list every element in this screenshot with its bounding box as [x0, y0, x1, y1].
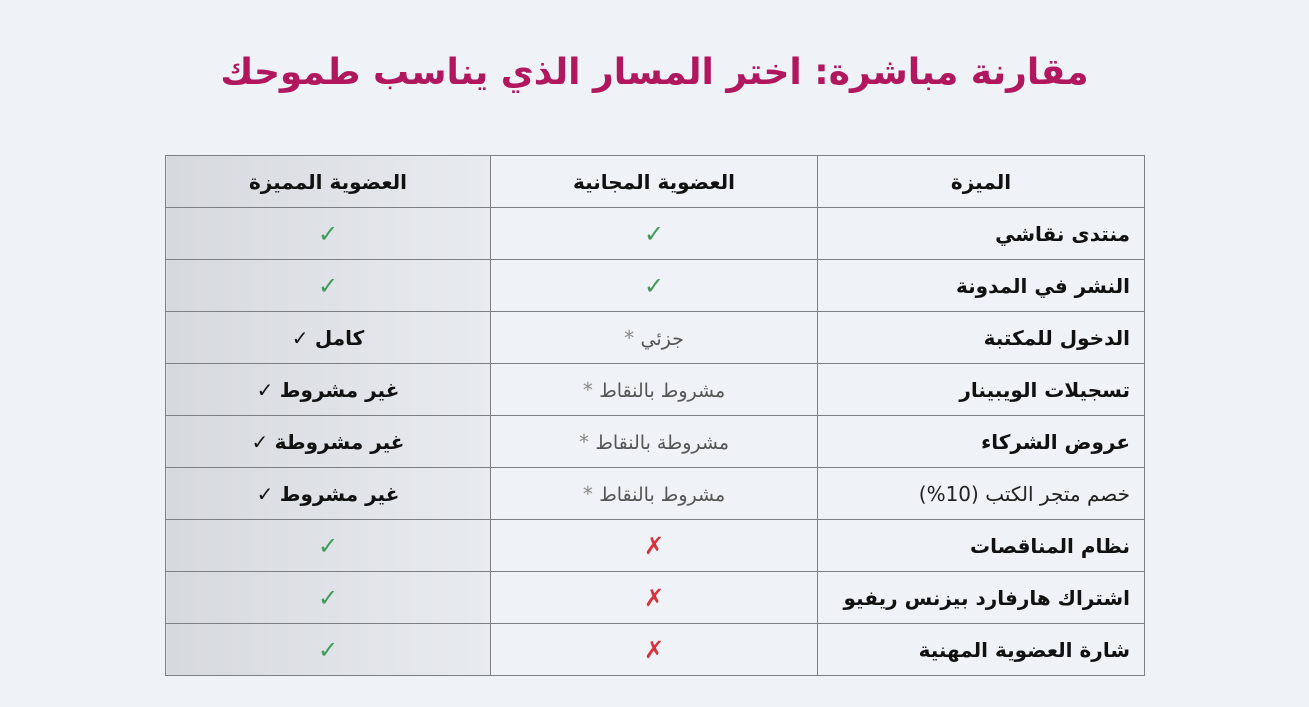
feature-cell: النشر في المدونة — [817, 259, 1145, 312]
table-row: اشتراك هارفارد بيزنس ريفيو ✗ ✓ — [165, 571, 1145, 624]
table-row: النشر في المدونة ✓ ✓ — [165, 259, 1145, 312]
check-icon: ✓ — [317, 531, 339, 560]
free-cell: ✓ — [490, 207, 818, 260]
table-row: الدخول للمكتبة جزئي * كامل ✓ — [165, 311, 1145, 364]
full-text: غير مشروط — [279, 377, 400, 402]
header-row: الميزة العضوية المجانية العضوية المميزة — [165, 155, 1145, 208]
partial-text: مشروط بالنقاط — [599, 379, 726, 402]
feature-cell: تسجيلات الويبينار — [817, 363, 1145, 416]
partial-text: مشروط بالنقاط — [599, 483, 726, 506]
premium-cell: ✓ — [165, 519, 491, 572]
cross-icon: ✗ — [643, 635, 665, 664]
premium-cell: ✓ — [165, 207, 491, 260]
check-icon: ✓ — [291, 325, 309, 350]
free-cell: مشروط بالنقاط * — [490, 467, 818, 520]
free-cell: مشروطة بالنقاط * — [490, 415, 818, 468]
table-row: عروض الشركاء مشروطة بالنقاط * غير مشروطة ✓ — [165, 415, 1145, 468]
cross-icon: ✗ — [643, 531, 665, 560]
asterisk-icon: * — [582, 481, 593, 506]
feature-cell: الدخول للمكتبة — [817, 311, 1145, 364]
feature-cell: اشتراك هارفارد بيزنس ريفيو — [817, 571, 1145, 624]
table-row: منتدى نقاشي ✓ ✓ — [165, 207, 1145, 260]
full-text: كامل — [314, 325, 365, 350]
full-text: غير مشروطة — [274, 429, 405, 454]
check-icon: ✓ — [317, 583, 339, 612]
free-cell: ✗ — [490, 519, 818, 572]
free-cell: ✗ — [490, 571, 818, 624]
feature-cell: نظام المناقصات — [817, 519, 1145, 572]
check-icon: ✓ — [317, 271, 339, 300]
free-cell: مشروط بالنقاط * — [490, 363, 818, 416]
premium-cell: ✓ — [165, 623, 491, 676]
premium-cell: ✓ — [165, 259, 491, 312]
feature-cell: عروض الشركاء — [817, 415, 1145, 468]
free-cell: ✓ — [490, 259, 818, 312]
table-row: شارة العضوية المهنية ✗ ✓ — [165, 623, 1145, 676]
feature-cell: منتدى نقاشي — [817, 207, 1145, 260]
table-row: نظام المناقصات ✗ ✓ — [165, 519, 1145, 572]
premium-cell: غير مشروط ✓ — [165, 363, 491, 416]
header-feature: الميزة — [817, 155, 1145, 208]
comparison-table: الميزة العضوية المجانية العضوية المميزة … — [165, 155, 1145, 676]
premium-cell: ✓ — [165, 571, 491, 624]
check-icon: ✓ — [256, 481, 274, 506]
check-icon: ✓ — [317, 219, 339, 248]
table-row: تسجيلات الويبينار مشروط بالنقاط * غير مشرو… — [165, 363, 1145, 416]
full-text: غير مشروط — [279, 481, 400, 506]
check-icon: ✓ — [251, 429, 269, 454]
asterisk-icon: * — [582, 377, 593, 402]
check-icon: ✓ — [643, 271, 665, 300]
cross-icon: ✗ — [643, 583, 665, 612]
check-icon: ✓ — [643, 219, 665, 248]
asterisk-icon: * — [578, 429, 589, 454]
premium-cell: غير مشروطة ✓ — [165, 415, 491, 468]
check-icon: ✓ — [256, 377, 274, 402]
partial-text: جزئي — [640, 327, 684, 350]
header-premium: العضوية المميزة — [165, 155, 491, 208]
table-row: خصم متجر الكتب (10%) مشروط بالنقاط * غير م… — [165, 467, 1145, 520]
premium-cell: غير مشروط ✓ — [165, 467, 491, 520]
feature-cell: خصم متجر الكتب (10%) — [817, 467, 1145, 520]
premium-cell: كامل ✓ — [165, 311, 491, 364]
partial-text: مشروطة بالنقاط — [595, 431, 730, 454]
free-cell: ✗ — [490, 623, 818, 676]
free-cell: جزئي * — [490, 311, 818, 364]
feature-cell: شارة العضوية المهنية — [817, 623, 1145, 676]
header-free: العضوية المجانية — [490, 155, 818, 208]
asterisk-icon: * — [624, 325, 635, 350]
check-icon: ✓ — [317, 635, 339, 664]
page-title: مقارنة مباشرة: اختر المسار الذي يناسب طم… — [220, 52, 1089, 93]
